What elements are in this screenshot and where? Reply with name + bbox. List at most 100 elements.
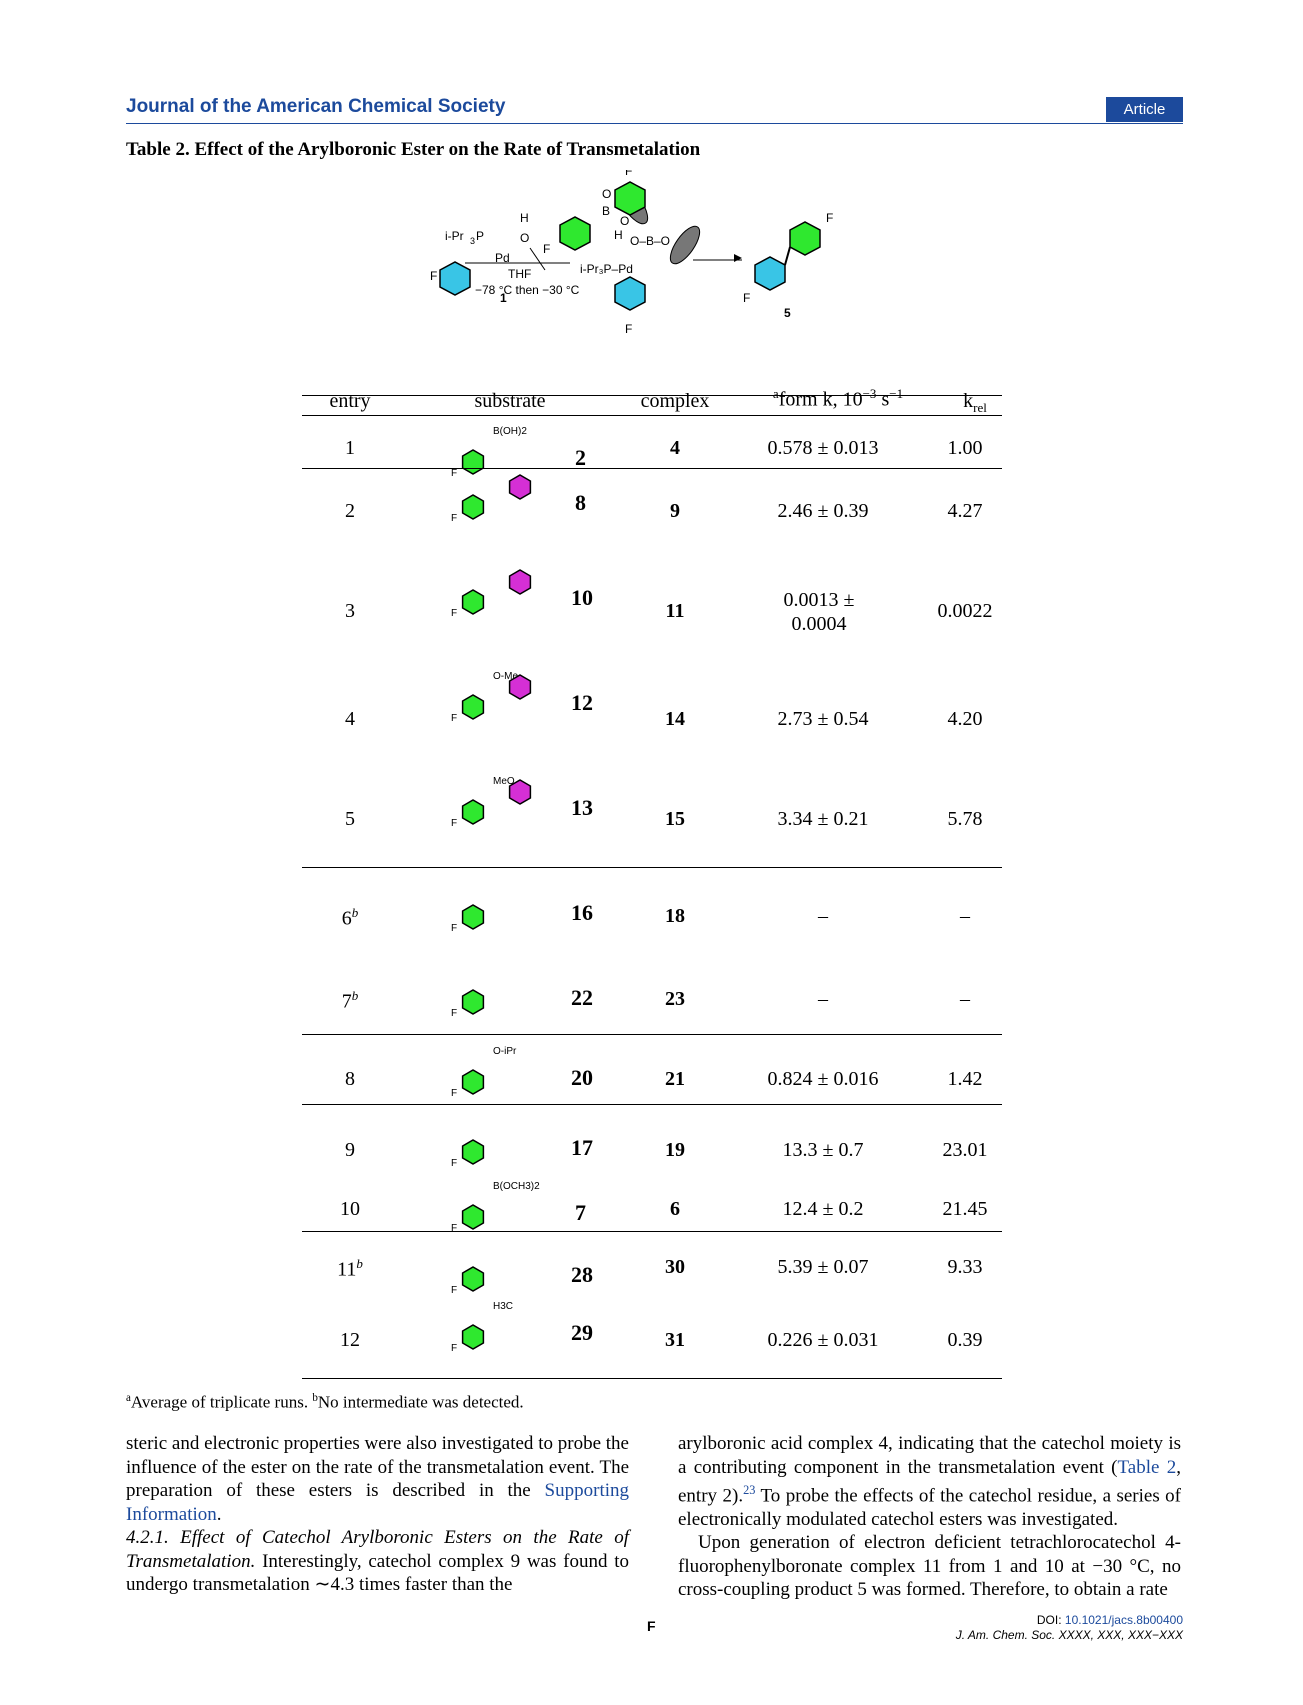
supporting-info-link[interactable]: Supporting Information bbox=[126, 1480, 629, 1525]
svg-text:F: F bbox=[543, 242, 550, 256]
substrate-cpd-number: 22 bbox=[571, 985, 593, 1010]
svg-text:F: F bbox=[451, 468, 457, 479]
right-column: arylboronic acid complex 4, indicating t… bbox=[678, 1433, 1181, 1601]
krel-cell: 9.33 bbox=[947, 1256, 983, 1278]
substrate-cpd-number: 29 bbox=[571, 1320, 593, 1345]
substrate-cpd-number: 2 bbox=[575, 445, 586, 470]
krel-cell: 0.0022 bbox=[937, 600, 993, 622]
krel-cell: 23.01 bbox=[942, 1139, 988, 1161]
aryl-ring bbox=[508, 674, 532, 700]
krel-cell: 5.78 bbox=[947, 808, 983, 830]
aryl-ring bbox=[461, 494, 485, 520]
krel-cell: 21.45 bbox=[942, 1198, 988, 1220]
svg-text:O-iPr: O-iPr bbox=[493, 1046, 517, 1057]
krel-cell: 4.20 bbox=[947, 708, 983, 730]
substrate-structure: F bbox=[451, 989, 485, 1019]
entry-cell: 6b bbox=[341, 905, 359, 930]
complex-cell: 30 bbox=[665, 1256, 685, 1278]
svg-text:−78 °C then −30 °C: −78 °C then −30 °C bbox=[475, 283, 580, 297]
svg-text:P: P bbox=[476, 229, 484, 243]
svg-text:MeO: MeO bbox=[493, 776, 515, 787]
rate-cell: 0.226 ± 0.031 bbox=[767, 1329, 879, 1351]
svg-text:F: F bbox=[451, 1223, 457, 1234]
complex-cell: 15 bbox=[665, 808, 685, 830]
table-ref-link[interactable]: Table 2 bbox=[1117, 1456, 1177, 1478]
entry-cell: 8 bbox=[345, 1068, 355, 1090]
complex-cell: 19 bbox=[665, 1139, 685, 1161]
journal-title: Journal of the American Chemical Society bbox=[126, 96, 506, 117]
substrate-structure: F MeO bbox=[451, 776, 532, 829]
aryl-ring bbox=[461, 1266, 485, 1292]
entry-cell: 10 bbox=[340, 1198, 360, 1220]
krel-cell: – bbox=[960, 988, 970, 1010]
svg-text:H3C: H3C bbox=[493, 1301, 513, 1312]
krel-cell: 1.42 bbox=[947, 1068, 983, 1090]
svg-text:F: F bbox=[451, 1088, 457, 1099]
svg-text:O–B–O: O–B–O bbox=[630, 234, 670, 248]
rate-cell: 2.73 ± 0.54 bbox=[777, 708, 869, 730]
svg-text:O: O bbox=[620, 214, 629, 228]
complex-cell: 14 bbox=[665, 708, 685, 730]
krel-cell: 4.27 bbox=[947, 500, 983, 522]
rate-cell: 2.46 ± 0.39 bbox=[777, 500, 869, 522]
svg-text:F: F bbox=[451, 513, 457, 524]
krel-cell: 1.00 bbox=[947, 437, 983, 459]
entry-cell: 7b bbox=[341, 988, 359, 1013]
svg-text:F: F bbox=[451, 923, 457, 934]
svg-text:F: F bbox=[625, 170, 632, 178]
substrate-cpd-number: 8 bbox=[575, 490, 586, 515]
svg-text:O: O bbox=[520, 231, 529, 245]
svg-text:F: F bbox=[451, 1343, 457, 1354]
complex-cell: 9 bbox=[670, 500, 680, 522]
rate-cell: 12.4 ± 0.2 bbox=[782, 1198, 864, 1220]
table-footnote: aAverage of triplicate runs. bNo interme… bbox=[126, 1392, 524, 1412]
substrate-structure: F bbox=[451, 474, 532, 524]
page-letter: F bbox=[647, 1618, 656, 1634]
substrate-structure: F bbox=[451, 569, 532, 619]
substrate-cpd-number: 16 bbox=[571, 900, 593, 925]
complex-cell: 21 bbox=[665, 1068, 685, 1090]
svg-text:THF: THF bbox=[508, 267, 531, 281]
reaction-scheme: i-Pr 3 P Pd HO 1 F F BOO THF −78 °C then −… bbox=[430, 170, 833, 336]
aryl-ring bbox=[461, 694, 485, 720]
col-substrate: substrate bbox=[474, 390, 546, 412]
aryl-ring bbox=[461, 1204, 485, 1230]
svg-text:F: F bbox=[451, 818, 457, 829]
substrate-cpd-number: 10 bbox=[571, 585, 593, 610]
svg-text:F: F bbox=[743, 291, 750, 305]
col-entry: entry bbox=[329, 390, 371, 412]
svg-text:F: F bbox=[430, 269, 437, 283]
svg-text:B: B bbox=[602, 204, 610, 218]
rate-cell: 13.3 ± 0.7 bbox=[782, 1139, 864, 1161]
entry-cell: 11b bbox=[337, 1256, 363, 1281]
table-top-rule bbox=[302, 395, 1002, 396]
svg-text:B(OH)2: B(OH)2 bbox=[493, 426, 527, 437]
doi-block: DOI: 10.1021/jacs.8b00400 J. Am. Chem. S… bbox=[955, 1613, 1183, 1642]
scheme-cpd-1: 1 bbox=[500, 291, 507, 305]
svg-text:O-Me: O-Me bbox=[493, 671, 518, 682]
svg-text:i-Pr: i-Pr bbox=[445, 229, 464, 243]
substrate-cpd-number: 28 bbox=[571, 1262, 593, 1287]
left-column: steric and electronic properties were al… bbox=[126, 1433, 629, 1595]
svg-text:F: F bbox=[625, 322, 632, 336]
aryl-ring bbox=[461, 989, 485, 1015]
svg-text:F: F bbox=[451, 608, 457, 619]
substrate-structure: F B(OCH3)2 bbox=[451, 1181, 540, 1234]
doi-link[interactable]: 10.1021/jacs.8b00400 bbox=[1064, 1613, 1183, 1627]
substrate-structure: F H3C bbox=[451, 1301, 513, 1354]
svg-text:F: F bbox=[451, 1285, 457, 1296]
entry-cell: 3 bbox=[345, 600, 355, 622]
svg-text:5: 5 bbox=[784, 306, 791, 320]
entry-cell: 9 bbox=[345, 1139, 355, 1161]
substrate-cpd-number: 13 bbox=[571, 795, 593, 820]
aryl-ring bbox=[461, 1324, 485, 1350]
substrate-cpd-number: 12 bbox=[571, 690, 593, 715]
substrate-cpd-number: 7 bbox=[575, 1200, 586, 1225]
svg-text:F: F bbox=[826, 211, 833, 225]
aryl-ring bbox=[461, 904, 485, 930]
aryl-ring bbox=[508, 779, 532, 805]
substrate-structure: F O-iPr bbox=[451, 1046, 517, 1099]
entry-cell: 12 bbox=[340, 1329, 360, 1351]
header-rule bbox=[126, 123, 1183, 124]
substrate-cpd-number: 17 bbox=[571, 1135, 593, 1160]
